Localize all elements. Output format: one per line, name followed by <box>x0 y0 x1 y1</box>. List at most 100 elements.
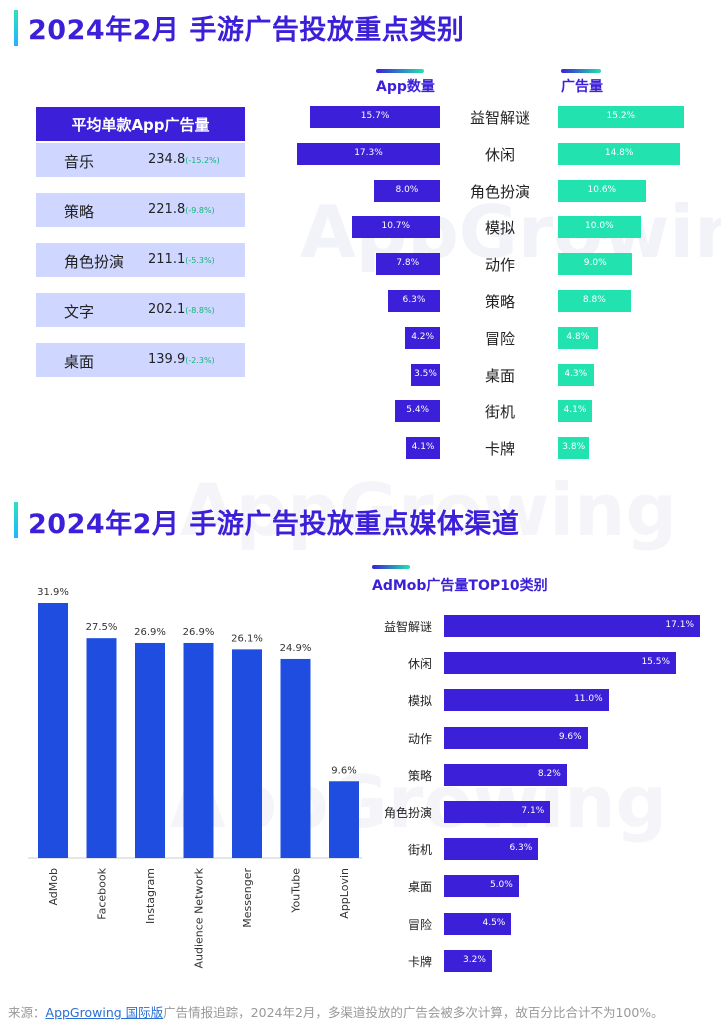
admob-bar: 11.0% <box>444 689 609 712</box>
bar-value-label: 24.9% <box>280 643 312 654</box>
bar-value-label: 4.2% <box>411 331 435 342</box>
bar-value-label: 10.0% <box>585 221 614 232</box>
channel-bar <box>135 642 165 858</box>
bar-value-label: 8.0% <box>395 184 419 195</box>
bar-value-label: 15.5% <box>641 657 671 668</box>
table-row-category: 文字 <box>64 303 95 321</box>
admob-bar: 7.1% <box>444 801 551 823</box>
bar-value-label: 15.2% <box>606 111 636 121</box>
table-row: 音乐 234.8(-15.2%) <box>36 143 245 177</box>
channel-bar <box>38 603 68 858</box>
category-label: 策略 <box>484 293 515 311</box>
admob-bar: 5.0% <box>444 875 519 898</box>
category-label: 街机 <box>407 843 432 858</box>
footnote-prefix: 来源： <box>8 1005 46 1020</box>
channel-bar <box>329 781 359 858</box>
bar-value-label: 7.1% <box>521 806 545 816</box>
value-text: 221.8 <box>148 202 186 217</box>
bar-value-label: 14.8% <box>604 147 634 158</box>
right-bar: 4.3% <box>558 363 594 386</box>
left-bar: 15.7% <box>310 106 440 128</box>
x-tick-label: AppLovin <box>338 868 351 919</box>
bar-value-label: 26.1% <box>231 633 263 644</box>
category-label: 动作 <box>407 731 432 746</box>
footnote-text: 广告情报追踪，2024年2月，多渠道投放的广告会被多次计算，故百分比合计不为10… <box>163 1005 664 1020</box>
category-label: 卡牌 <box>484 440 515 459</box>
bar-value-label: 9.6% <box>558 731 582 742</box>
bar-value-label: 3.8% <box>562 442 586 453</box>
x-tick-label: Audience Network <box>193 867 206 968</box>
bar-value-label: 4.5% <box>482 917 506 928</box>
channel-bar <box>280 658 311 858</box>
category-label: 桌面 <box>407 880 432 895</box>
bar-value-label: 15.7% <box>360 111 390 121</box>
bar-value-label: 27.5% <box>86 622 118 633</box>
footnote: 来源：AppGrowing 国际版广告情报追踪，2024年2月，多渠道投放的广告… <box>8 1002 664 1021</box>
category-label: 休闲 <box>407 657 432 672</box>
table-row: 文字 202.1(-8.8%) <box>36 293 245 327</box>
left-bar: 6.3% <box>387 290 440 312</box>
x-tick-label: AdMob <box>47 868 60 906</box>
right-bar: 8.8% <box>558 290 631 312</box>
bar-value-label: 4.8% <box>566 331 590 342</box>
category-label: 模拟 <box>407 694 432 709</box>
category-label: 卡牌 <box>407 954 432 969</box>
left-bar: 5.4% <box>395 400 440 423</box>
section2-title: 2024年2月 手游广告投放重点媒体渠道 <box>28 509 520 540</box>
bar-value-label: 10.7% <box>381 221 411 232</box>
change-text: (-2.3%) <box>185 356 215 365</box>
category-label: 街机 <box>484 403 515 422</box>
value-text: 211.1 <box>148 252 186 267</box>
admob-bar: 4.5% <box>444 912 512 935</box>
x-tick-label: YouTube <box>290 868 303 914</box>
legend-line-admob <box>372 565 410 569</box>
category-label: 角色扮演 <box>469 182 530 201</box>
table-row-value: 139.9(-2.3%) <box>148 352 215 367</box>
hbar-legend: AdMob广告量TOP10类别 <box>372 578 548 594</box>
category-label: 模拟 <box>484 219 515 238</box>
left-bar: 17.3% <box>297 142 440 165</box>
legend-ad-volume: 广告量 <box>561 79 603 95</box>
avg-table-header: 平均单款App广告量 <box>36 107 245 141</box>
channel-bar <box>86 638 117 858</box>
admob-bar: 6.3% <box>444 838 539 861</box>
table-row-value: 234.8(-15.2%) <box>148 152 220 167</box>
channel-bar <box>232 649 262 858</box>
category-label: 动作 <box>484 256 515 275</box>
category-label: 冒险 <box>407 917 432 932</box>
bar-value-label: 9.6% <box>331 765 356 776</box>
bar-value-label: 8.8% <box>582 295 606 305</box>
table-row-value: 211.1(-5.3%) <box>148 252 215 267</box>
table-row: 角色扮演 211.1(-5.3%) <box>36 243 245 277</box>
source-link[interactable]: AppGrowing 国际版 <box>45 1005 164 1020</box>
right-bar: 9.0% <box>558 253 633 276</box>
title-accent <box>14 502 18 538</box>
admob-bar: 3.2% <box>444 949 492 972</box>
right-bar: 15.2% <box>558 106 684 128</box>
bar-value-label: 26.9% <box>183 627 215 638</box>
category-label: 休闲 <box>484 145 515 164</box>
category-label: 益智解谜 <box>383 620 432 634</box>
category-label: 桌面 <box>484 366 515 385</box>
admob-bar: 8.2% <box>444 763 567 786</box>
bar-value-label: 17.1% <box>665 620 694 630</box>
table-row-category: 音乐 <box>64 153 95 171</box>
admob-bar: 9.6% <box>444 726 588 749</box>
table-row-category: 策略 <box>64 203 95 221</box>
table-row-category: 角色扮演 <box>64 253 125 271</box>
channel-bar <box>183 642 214 858</box>
bar-value-label: 3.5% <box>414 368 437 379</box>
left-bar: 3.5% <box>411 363 440 386</box>
category-label: 角色扮演 <box>383 806 432 820</box>
bar-value-label: 17.3% <box>354 147 383 158</box>
table-row: 策略 221.8(-9.8%) <box>36 193 245 227</box>
bar-value-label: 5.4% <box>406 405 430 416</box>
value-text: 234.8 <box>148 152 186 167</box>
table-row-value: 202.1(-8.8%) <box>148 302 215 317</box>
change-text: (-5.3%) <box>185 256 215 265</box>
bar-value-label: 11.0% <box>574 694 603 705</box>
category-label: 冒险 <box>484 329 515 348</box>
category-label: 策略 <box>407 768 432 783</box>
left-bar: 4.1% <box>406 437 440 460</box>
right-bar: 3.8% <box>558 437 590 460</box>
